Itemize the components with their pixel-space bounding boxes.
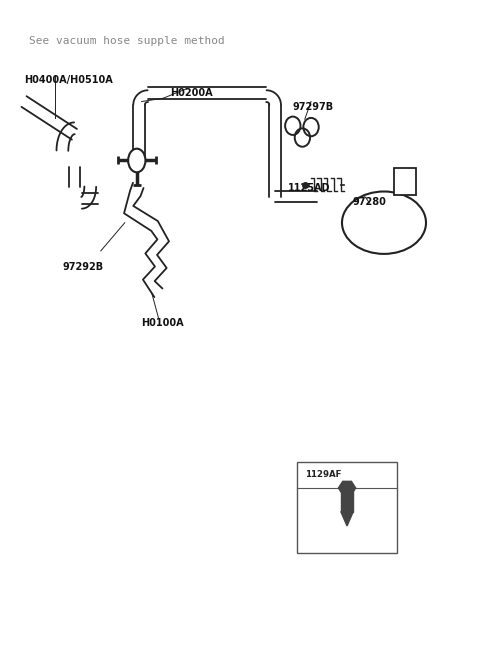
Text: 97280: 97280	[353, 196, 387, 206]
Text: H0100A: H0100A	[142, 318, 184, 328]
Text: H0400A/H0510A: H0400A/H0510A	[24, 75, 113, 85]
Bar	[341, 487, 353, 512]
Text: 97297B: 97297B	[293, 102, 334, 111]
Circle shape	[128, 149, 145, 172]
Polygon shape	[338, 481, 356, 495]
Text: 1129AF: 1129AF	[305, 470, 342, 479]
Ellipse shape	[342, 191, 426, 254]
Bar	[395, 168, 416, 195]
Text: H0200A: H0200A	[170, 88, 213, 98]
Text: 1125AD: 1125AD	[288, 183, 331, 193]
Polygon shape	[341, 512, 353, 526]
Text: 97292B: 97292B	[62, 262, 104, 272]
Bar	[297, 462, 397, 553]
Text: See vacuum hose supple method: See vacuum hose supple method	[29, 36, 225, 46]
